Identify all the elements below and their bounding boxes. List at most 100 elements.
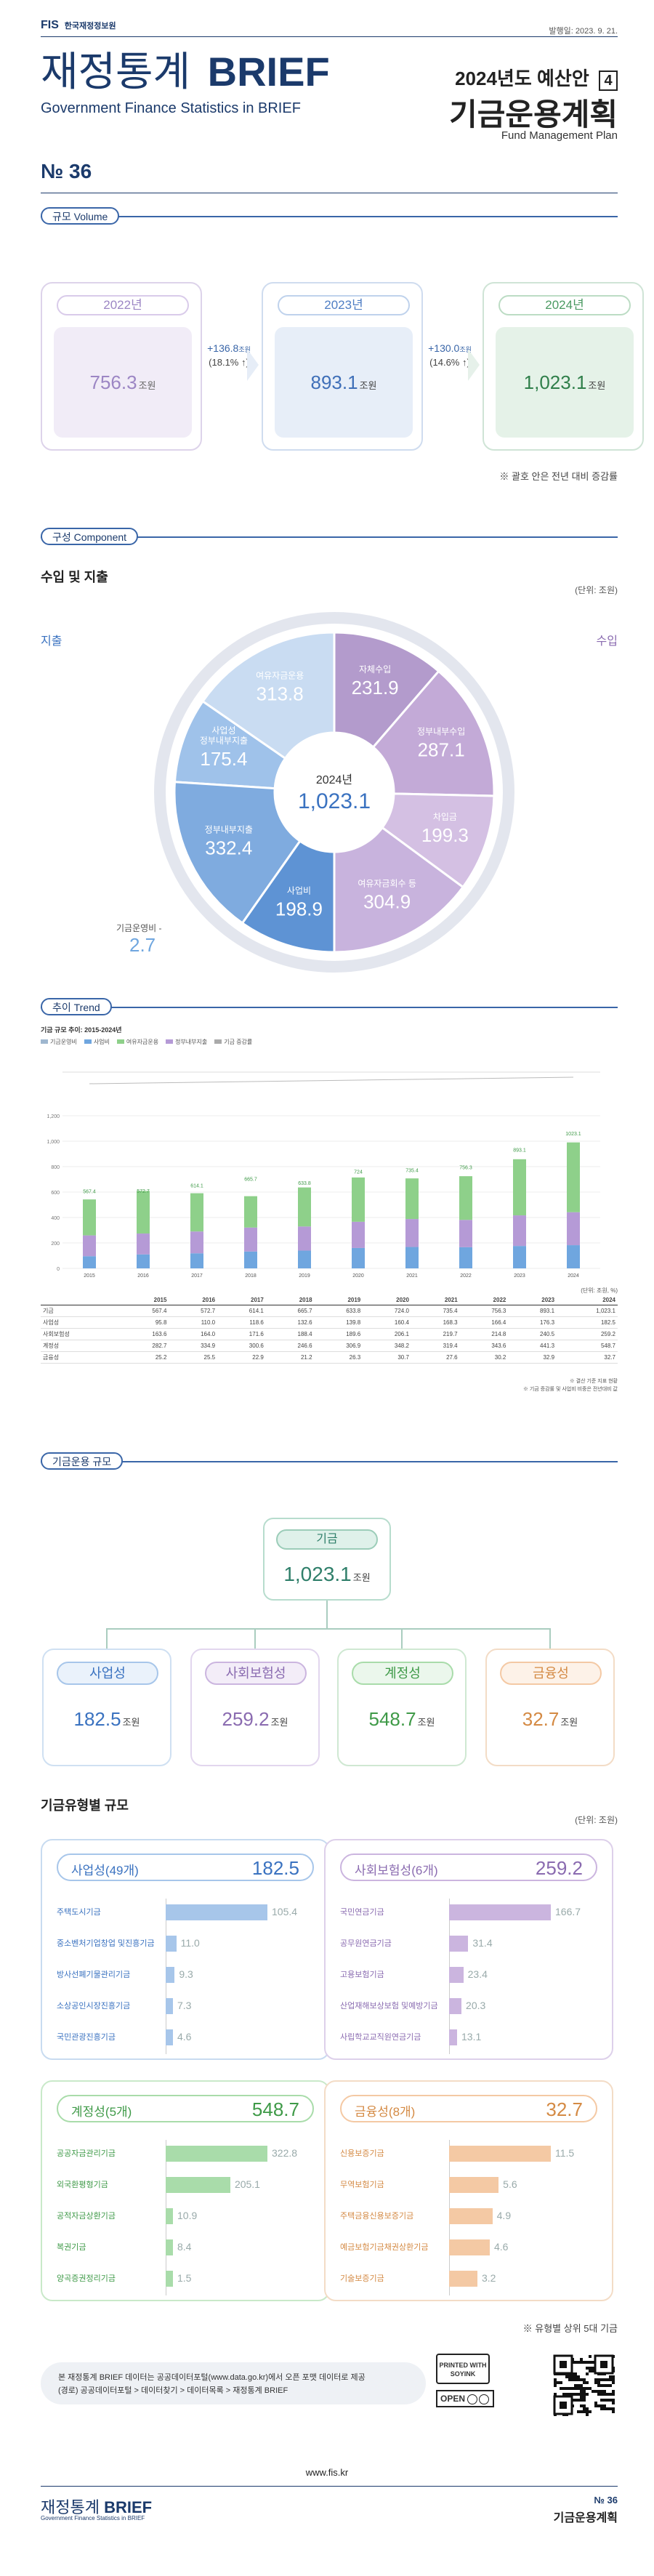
fund-name: 국민연금기금 (340, 1908, 384, 1917)
fund-value: 4.9 (496, 2210, 512, 2221)
fund-card-value: 182.5 조원 (73, 1708, 140, 1730)
trend-chart-title: 기금 규모 추이: 2015-2024년 (41, 1026, 122, 1034)
year-label: 2022년 (57, 295, 189, 315)
fund-card-finance: 금융성 32.7 조원 (485, 1649, 615, 1766)
table-cell: 319.4 (411, 1340, 460, 1352)
year-label: 2023년 (278, 295, 410, 315)
center-year: 2024년 (316, 773, 352, 786)
table-cell: 139.8 (314, 1316, 363, 1329)
year-value: 1,023.1 조원 (496, 327, 634, 438)
expenditure-segment (173, 781, 302, 925)
soyink-logo-icon: PRINTED WITH SOYINK (436, 2354, 490, 2384)
bar-segment (83, 1256, 96, 1268)
fund-types-unit: (단위: 조원) (575, 1815, 618, 1825)
legend-item: 기금운영비 (41, 1039, 77, 1045)
fund-bar-row: 복권기금 8.4 (57, 2232, 318, 2263)
table-header: 2022 (459, 1295, 509, 1305)
section-rule (41, 536, 618, 538)
fund-value: 105.4 (272, 1906, 298, 1917)
fund-total-value: 1,023.1 조원 (283, 1563, 371, 1585)
org-name: 한국재정정보원 (64, 22, 116, 31)
table-header: 2024 (557, 1295, 618, 1305)
table-row: 금융성 25.2 25.5 22.9 21.2 26.3 30.7 27.6 30.2 32.9 3… (41, 1351, 618, 1364)
fund-bar-row: 방사선폐기물관리기금 9.3 (57, 1960, 318, 1990)
bar-total-label: 614.1 (190, 1184, 203, 1189)
table-cell: 665.7 (265, 1305, 315, 1317)
table-cell: 306.9 (314, 1340, 363, 1352)
year-card-2024: 2024년 1,023.1 조원 (483, 282, 644, 451)
component-unit: (단위: 조원) (575, 585, 618, 595)
segment-name: 차입금 (433, 812, 457, 822)
fund-value: 322.8 (272, 2147, 298, 2159)
table-unit: (단위: 조원, %) (581, 1287, 618, 1294)
fund-name: 주택금융신용보증기금 (340, 2212, 414, 2221)
table-header: 2020 (363, 1295, 411, 1305)
fund-bar (166, 1967, 175, 1983)
fund-value: 166.7 (555, 1906, 581, 1917)
x-tick-label: 2018 (245, 1273, 257, 1279)
fund-name: 사립학교교직원연금기금 (340, 2033, 421, 2042)
fund-name: 공공자금관리기금 (57, 2149, 116, 2158)
table-cell: 166.4 (459, 1316, 509, 1329)
fund-card-social: 사회보험성 259.2 조원 (190, 1649, 320, 1766)
section-volume: 규모 Volume (41, 207, 120, 225)
table-cell: 259.2 (557, 1328, 618, 1340)
fund-value: 11.5 (555, 2147, 575, 2159)
fund-total-card: 기금 1,023.1 조원 (263, 1518, 391, 1601)
bar-segment (567, 1212, 580, 1246)
table-cell: 614.1 (217, 1305, 266, 1317)
bar-segment (137, 1233, 150, 1255)
brand-title: 재정통계 BRIEF (41, 49, 330, 94)
bar-segment (298, 1226, 311, 1251)
segment-value: 313.8 (257, 683, 304, 704)
source-text: 본 재정통계 BRIEF 데이터는 공공데이터포털(www.data.go.kr… (58, 2373, 366, 2382)
fund-name: 복권기금 (57, 2243, 86, 2252)
expenditure-segment (201, 631, 336, 760)
fund-name: 주택도시기금 (57, 1908, 101, 1917)
segment-value: 199.3 (421, 824, 469, 846)
table-cell: 343.6 (459, 1340, 509, 1352)
table-cell: 176.3 (508, 1316, 557, 1329)
table-cell: 441.3 (508, 1340, 557, 1352)
bar-segment (244, 1227, 257, 1252)
tree-connector (254, 1628, 256, 1649)
table-cell: 사회보험성 (41, 1328, 121, 1340)
bar-segment (405, 1247, 419, 1268)
fund-card-label: 사업성 (57, 1662, 158, 1685)
legend-item: 여유자금운용 (116, 1039, 158, 1045)
table-cell: 110.0 (169, 1316, 218, 1329)
bar-segment (298, 1250, 311, 1268)
composition-donut: 자체수입 231.9 정부내부수입 287.1 차입금 199.3 여유자금회수 등 304.… (154, 612, 514, 973)
fund-total-label: 기금 (276, 1529, 378, 1550)
legend-item: 정부내부지출 (166, 1039, 207, 1045)
fund-bar (166, 2239, 173, 2255)
issue-number: 4 (599, 71, 618, 91)
table-cell: 금융성 (41, 1351, 121, 1364)
fund-type-total: 182.5 (251, 1857, 299, 1879)
chevron-right-icon (247, 349, 259, 381)
table-cell: 26.3 (314, 1351, 363, 1364)
fund-name: 중소벤처기업창업 및진흥기금 (57, 1939, 155, 1948)
trend-note-2: ※ 기금 증감률 및 사업비 비중은 전년대비 값 (522, 1387, 618, 1392)
table-header: 2018 (265, 1295, 315, 1305)
fund-name: 국민관광진흥기금 (57, 2033, 116, 2042)
fund-bar (449, 1998, 462, 2014)
bar-total-label: 665.7 (244, 1178, 257, 1183)
table-header: 2016 (169, 1295, 218, 1305)
bar-total-label: 633.8 (298, 1181, 311, 1186)
table-cell: 163.6 (120, 1328, 169, 1340)
footer-url[interactable]: www.fis.kr (305, 2467, 349, 2478)
fis-logo-icon: FIS (41, 19, 59, 31)
fund-type-total: 548.7 (251, 2098, 299, 2120)
bar-segment (83, 1199, 96, 1236)
publish-date: 발행일: 2023. 9. 21. (549, 27, 618, 36)
fund-bar-row: 산업재해보상보험 및예방기금 20.3 (340, 1991, 602, 2021)
qr-code-icon[interactable] (552, 2354, 615, 2416)
table-cell: 724.0 (363, 1305, 411, 1317)
fund-type-card: 사회보험성(6개) 259.2 국민연금기금 166.7 공무원연금기금 31.4 고용보험… (324, 1839, 613, 2060)
fund-bar-row: 주택도시기금 105.4 (57, 1897, 318, 1928)
fund-bar (166, 2271, 173, 2287)
bar-segment (298, 1187, 311, 1227)
trend-table: 2015 2016 2017 2018 2019 2020 2021 2022 2023 2024… (41, 1295, 618, 1364)
fund-bar-row: 예금보험기금채권상환기금 4.6 (340, 2232, 602, 2263)
